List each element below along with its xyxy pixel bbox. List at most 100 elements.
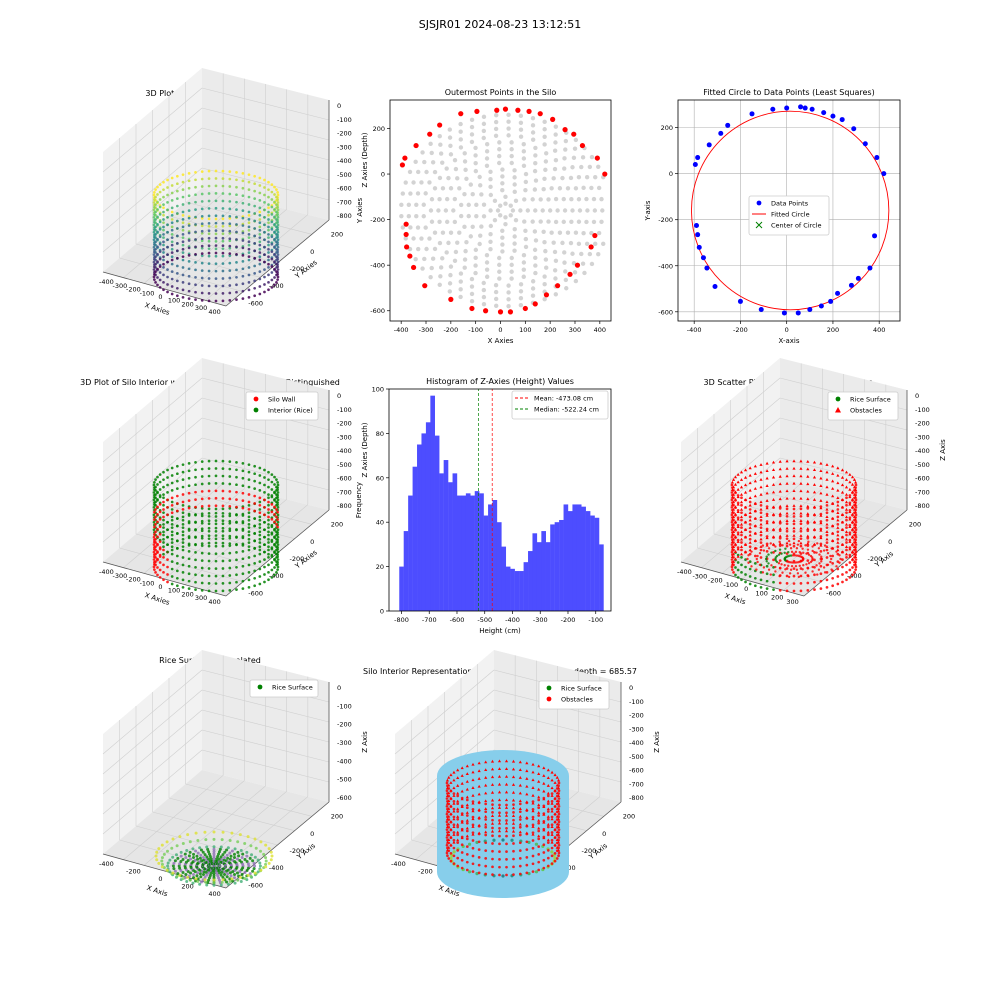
data-point (273, 566, 276, 569)
data-point (471, 870, 475, 873)
data-point (755, 568, 758, 571)
histogram-bar (599, 544, 604, 611)
interior-point (484, 253, 490, 258)
data-point (850, 542, 855, 546)
interior-point (560, 240, 565, 246)
surface-point (246, 862, 250, 866)
data-point (194, 468, 197, 472)
data-point (807, 540, 810, 544)
histogram-bar (532, 533, 538, 611)
data-point (734, 566, 737, 569)
plot-frame (389, 99, 612, 322)
data-point (465, 780, 469, 783)
interior-point (596, 251, 601, 257)
data-point (154, 203, 157, 206)
data-point (531, 825, 535, 828)
data-point (194, 535, 197, 539)
data-point (162, 537, 165, 541)
data-point (739, 537, 744, 541)
interior-point (546, 197, 551, 202)
data-point (840, 542, 845, 546)
data-point (733, 490, 738, 494)
interior-point (570, 165, 575, 170)
data-point (801, 547, 804, 550)
surface-point (223, 873, 227, 877)
data-point (546, 791, 550, 795)
interior-point (521, 274, 526, 279)
data-point (276, 488, 279, 492)
data-point (235, 252, 238, 256)
z-tick-label: -100 (915, 406, 930, 414)
data-point (228, 291, 232, 295)
data-point (214, 489, 218, 493)
data-point (445, 804, 449, 808)
data-point (270, 568, 274, 572)
data-point (187, 564, 191, 568)
data-point (456, 802, 460, 806)
data-point (850, 490, 855, 494)
interior-point (530, 137, 536, 142)
data-point (162, 523, 165, 526)
data-point (784, 547, 787, 550)
y-axis-label: Frequency (355, 482, 363, 518)
data-point (273, 193, 276, 196)
data-point (525, 863, 529, 867)
data-point (214, 552, 218, 556)
y-tick-label: 0 (381, 171, 385, 179)
data-point (854, 555, 858, 559)
interior-point (414, 214, 419, 219)
data-point (263, 483, 266, 487)
data-point (525, 815, 529, 819)
data-point (555, 822, 559, 826)
data-point (812, 542, 817, 546)
data-point (253, 584, 257, 588)
data-point (152, 491, 156, 494)
outermost-point (427, 131, 433, 137)
data-point (276, 250, 279, 254)
data-point (235, 283, 238, 287)
data-point (166, 268, 169, 271)
interior-point (413, 159, 418, 165)
interior-point (423, 225, 428, 230)
data-point (200, 460, 204, 463)
data-point (484, 802, 488, 806)
data-point (484, 810, 488, 814)
data-point (850, 520, 855, 524)
interior-point (508, 203, 513, 208)
data-point (748, 466, 752, 470)
data-point (785, 504, 789, 508)
data-point (778, 544, 782, 548)
data-point (484, 864, 488, 868)
interior-point (512, 175, 517, 180)
surface-point (259, 849, 263, 853)
data-point (228, 512, 232, 516)
data-point (854, 550, 858, 554)
data-point (214, 236, 218, 240)
data-point (792, 533, 796, 537)
data-point (166, 275, 169, 279)
interior-point (458, 213, 464, 219)
outermost-point (550, 116, 556, 122)
data-point (162, 493, 165, 496)
data-point (153, 265, 156, 269)
data-point (490, 767, 495, 771)
y-tick-label: -400 (269, 572, 284, 580)
data-point (456, 838, 460, 842)
data-point (743, 550, 748, 554)
surface-point (270, 854, 274, 858)
data-point (214, 507, 218, 511)
data-point (207, 277, 211, 280)
interior-point (500, 188, 505, 193)
data-point (850, 550, 855, 553)
data-point (826, 563, 830, 567)
interior-point (403, 180, 408, 185)
data-point (452, 862, 456, 865)
surface-point (207, 878, 211, 882)
data-point (848, 472, 852, 476)
interior-point (582, 270, 587, 276)
legend-marker (257, 684, 263, 690)
data-point (200, 512, 204, 516)
interior-point (509, 160, 514, 166)
outermost-point (399, 162, 406, 168)
y-tick-label: -400 (658, 262, 673, 270)
